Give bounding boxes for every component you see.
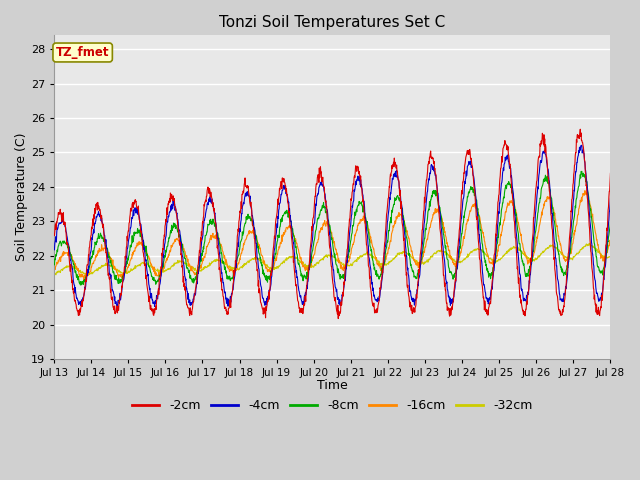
X-axis label: Time: Time [317, 379, 348, 392]
Y-axis label: Soil Temperature (C): Soil Temperature (C) [15, 133, 28, 262]
Legend: -2cm, -4cm, -8cm, -16cm, -32cm: -2cm, -4cm, -8cm, -16cm, -32cm [127, 395, 538, 418]
Text: TZ_fmet: TZ_fmet [56, 46, 109, 59]
Title: Tonzi Soil Temperatures Set C: Tonzi Soil Temperatures Set C [219, 15, 445, 30]
